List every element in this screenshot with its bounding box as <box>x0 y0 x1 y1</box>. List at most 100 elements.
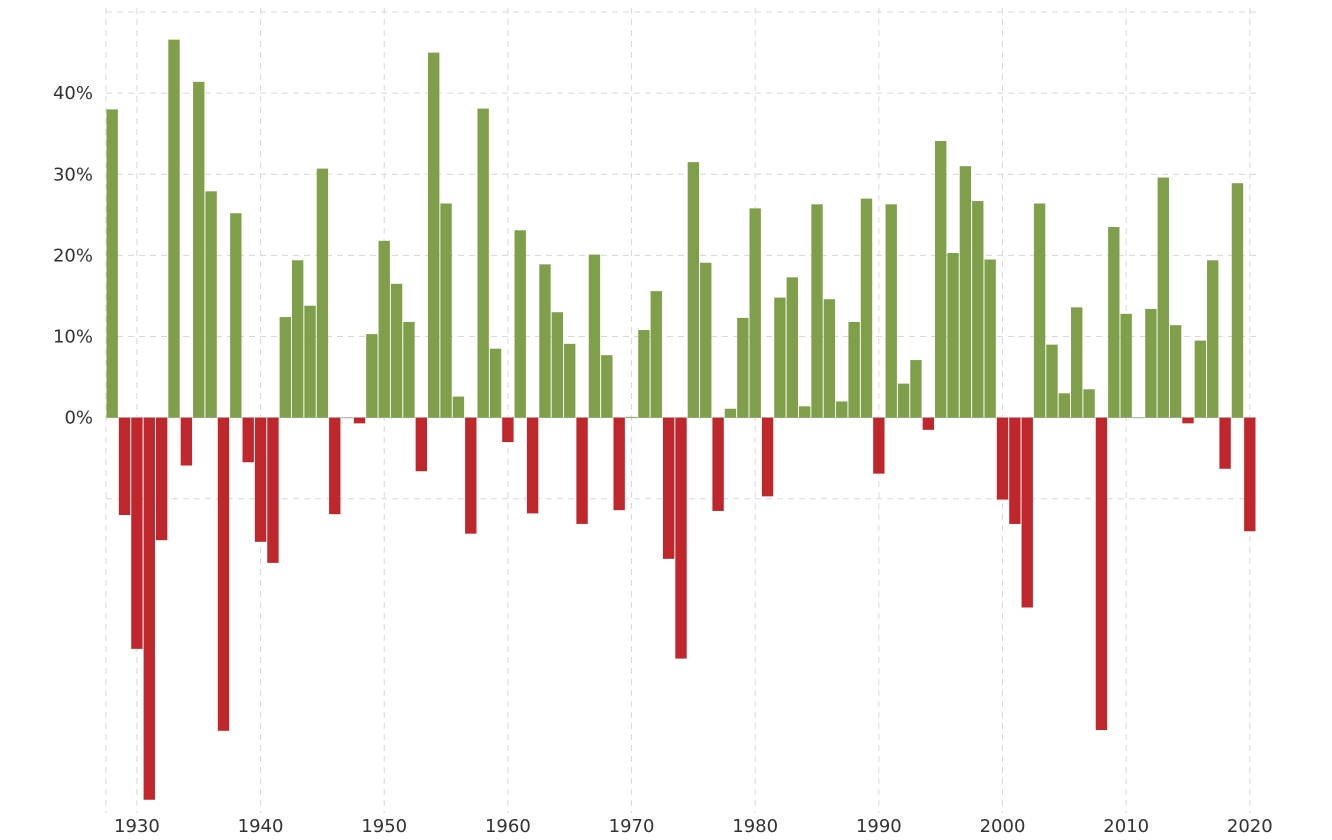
bar-1949 <box>366 334 378 418</box>
bar-1952 <box>403 321 415 418</box>
y-tick-label: 30% <box>53 164 93 185</box>
bar-1979 <box>737 317 749 418</box>
bar-1976 <box>700 262 712 418</box>
bar-1981 <box>761 417 774 497</box>
bar-2000 <box>996 417 1009 500</box>
x-tick-label: 1950 <box>361 816 407 837</box>
bar-1946 <box>329 417 341 515</box>
x-tick-label: 2010 <box>1103 816 1149 837</box>
bar-1942 <box>279 317 291 418</box>
bar-1954 <box>428 52 440 418</box>
bar-1958 <box>477 108 489 418</box>
x-tick-label: 1930 <box>114 816 160 837</box>
x-tick-label: 1960 <box>485 816 531 837</box>
x-tick-label: 1990 <box>856 816 902 837</box>
bar-1990 <box>873 417 885 474</box>
bar-1950 <box>378 240 390 418</box>
bar-1955 <box>440 203 452 418</box>
bar-1997 <box>959 166 972 418</box>
axis-labels: 0% 10% 20% 30% 40% 1930 1940 1950 1960 1970 1980 19… <box>53 83 1273 837</box>
bar-1996 <box>947 252 959 418</box>
bar-1960 <box>502 417 514 443</box>
bar-1959 <box>489 348 502 418</box>
bar-1956 <box>452 396 465 418</box>
bar-1984 <box>798 406 811 418</box>
bar-2018 <box>1219 417 1231 469</box>
bar-1986 <box>823 299 836 418</box>
x-tick-label: 1940 <box>238 816 284 837</box>
bar-1994 <box>922 417 934 430</box>
y-tick-label: 10% <box>53 327 93 348</box>
bar-1978 <box>724 408 737 418</box>
bar-1945 <box>316 168 329 418</box>
bar-1961 <box>514 230 526 418</box>
bar-1985 <box>811 204 823 418</box>
bar-1932 <box>155 417 168 541</box>
x-tick-label: 2020 <box>1227 816 1273 837</box>
bar-1988 <box>848 321 860 418</box>
bar-1953 <box>415 417 428 472</box>
bar-1943 <box>291 260 304 418</box>
bar-2001 <box>1009 417 1021 524</box>
bar-1939 <box>242 417 254 463</box>
bars <box>106 39 1256 800</box>
bar-1941 <box>267 417 279 563</box>
bar-2016 <box>1194 340 1207 418</box>
bar-1965 <box>564 343 576 418</box>
bar-1934 <box>180 417 193 466</box>
bar-1982 <box>774 297 786 418</box>
bar-1964 <box>551 312 564 418</box>
bar-1968 <box>601 355 613 418</box>
bar-2007 <box>1083 389 1095 418</box>
bar-1937 <box>217 417 230 731</box>
bar-2020 <box>1244 417 1256 532</box>
bar-1929 <box>118 417 131 516</box>
bar-2012 <box>1145 308 1157 418</box>
bar-1967 <box>588 254 601 418</box>
bar-1977 <box>712 417 724 511</box>
bar-1970 <box>625 416 638 418</box>
bar-1938 <box>230 213 242 418</box>
bar-1971 <box>638 330 650 418</box>
bar-1935 <box>193 81 205 418</box>
bar-1947 <box>341 417 353 419</box>
y-tick-label: 40% <box>53 83 93 104</box>
bar-1944 <box>304 305 316 418</box>
bar-1998 <box>972 201 984 418</box>
bar-1940 <box>254 417 267 542</box>
x-tick-label: 1970 <box>609 816 655 837</box>
bar-1983 <box>786 277 798 418</box>
bar-2008 <box>1095 417 1108 730</box>
bar-1933 <box>168 39 180 418</box>
bar-1980 <box>749 208 761 418</box>
bar-1992 <box>897 383 910 418</box>
bar-2006 <box>1071 307 1083 418</box>
bar-1975 <box>687 162 700 418</box>
bar-2013 <box>1157 177 1169 418</box>
bar-1928 <box>106 109 118 418</box>
bar-1951 <box>390 283 403 418</box>
bar-1972 <box>650 291 662 418</box>
x-tick-label: 1980 <box>732 816 778 837</box>
bar-1995 <box>934 141 947 418</box>
bar-2003 <box>1033 203 1046 418</box>
bar-1936 <box>205 191 217 418</box>
y-tick-label: 0% <box>64 408 93 429</box>
x-tick-label: 2000 <box>980 816 1026 837</box>
bar-1987 <box>836 401 848 418</box>
bar-2002 <box>1021 417 1033 608</box>
bar-1962 <box>526 417 539 514</box>
bar-1957 <box>465 417 477 534</box>
bar-1948 <box>353 417 366 424</box>
bar-2014 <box>1169 325 1182 418</box>
bar-1969 <box>613 417 625 511</box>
bar-2009 <box>1108 227 1120 418</box>
bar-2017 <box>1207 260 1219 418</box>
bar-1931 <box>143 417 155 800</box>
bar-2004 <box>1046 344 1058 418</box>
bar-2019 <box>1231 183 1244 418</box>
bar-1993 <box>910 360 922 418</box>
bar-1991 <box>885 204 897 418</box>
bar-2015 <box>1182 417 1194 424</box>
